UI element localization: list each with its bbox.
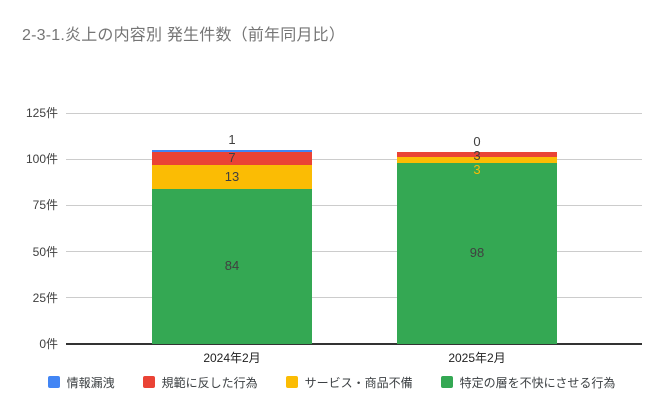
data-label: 1 (228, 131, 236, 147)
gridline (66, 251, 642, 253)
gridline (66, 297, 642, 299)
y-tick-label: 125件 (25, 106, 58, 120)
legend-label: サービス・商品不備 (304, 375, 413, 390)
legend-item: サービス・商品不備 (285, 374, 413, 391)
bar-segment (152, 164, 312, 189)
data-label: 13 (224, 168, 240, 184)
gridline (66, 158, 642, 160)
y-tick-label: 25件 (32, 290, 58, 305)
x-tick-label: 2025年2月 (448, 351, 506, 365)
bar-segment (397, 162, 557, 344)
bar-segment (397, 151, 557, 158)
legend-color-swatch (47, 376, 60, 388)
chart-title: 2-3-1.炎上の内容別 発生件数（前年同月比） (22, 27, 346, 44)
legend-label: 特定の層を不快にさせる行為 (459, 375, 616, 390)
data-label: 3 (473, 161, 481, 177)
data-label: 3 (473, 147, 481, 163)
legend-label: 規範に反した行為 (161, 375, 258, 390)
data-label: 7 (228, 150, 236, 166)
gridline (66, 112, 642, 114)
x-tick-label: 2024年2月 (203, 351, 261, 365)
data-label: 98 (469, 245, 485, 261)
y-tick-label: 50件 (32, 244, 58, 259)
y-tick-label: 75件 (32, 198, 58, 213)
bar-segment (152, 151, 312, 165)
bar-segment (152, 188, 312, 344)
gridline (66, 204, 642, 206)
legend-color-swatch (440, 376, 453, 388)
legend-color-swatch (142, 376, 155, 388)
y-tick-label: 0件 (39, 337, 58, 351)
legend-item: 規範に反した行為 (142, 374, 258, 391)
legend-item: 情報漏洩 (47, 374, 115, 391)
bar-segment (397, 157, 557, 163)
x-axis-baseline (66, 343, 642, 345)
legend-item: 特定の層を不快にさせる行為 (440, 374, 616, 391)
legend: 情報漏洩 規範に反した行為 サービス・商品不備 特定の層を不快にさせる行為 (0, 372, 663, 392)
bar-segment (152, 149, 312, 152)
y-tick-label: 100件 (25, 152, 58, 167)
legend-label: 情報漏洩 (66, 375, 115, 390)
data-label: 0 (473, 133, 481, 149)
data-label: 84 (224, 258, 240, 274)
legend-color-swatch (285, 376, 298, 388)
